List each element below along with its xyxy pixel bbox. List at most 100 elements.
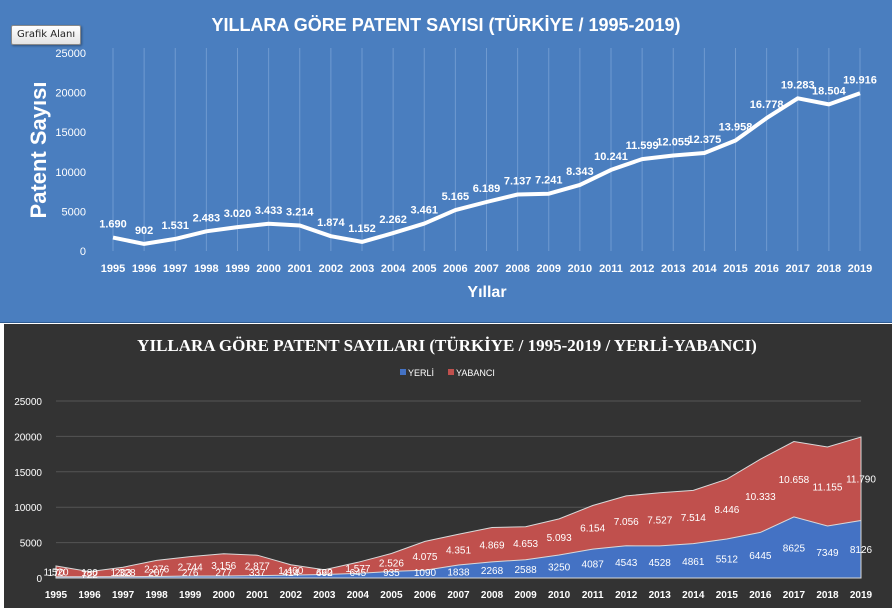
data-label-yerli: 4528: [649, 558, 672, 569]
data-label-yerli: 180: [81, 568, 98, 579]
data-label: 3.214: [286, 207, 314, 219]
x-tick-label: 2007: [447, 590, 470, 601]
x-tick-label: 1998: [194, 263, 218, 275]
data-label-yabanci: 4.653: [513, 539, 538, 550]
data-label: 13.958: [719, 121, 753, 133]
data-label: 3.433: [255, 205, 283, 217]
data-label-yerli: 935: [383, 568, 400, 579]
data-label-yabanci: 4.075: [412, 552, 437, 563]
x-tick-label: 2015: [716, 590, 739, 601]
data-label: 19.283: [781, 79, 815, 91]
data-label: 8.343: [566, 166, 594, 178]
y-tick-label: 25000: [55, 48, 86, 60]
x-tick-label: 2012: [615, 590, 638, 601]
x-tick-label: 2018: [816, 590, 839, 601]
y-tick-label: 5000: [62, 206, 86, 218]
x-tick-label: 2015: [723, 263, 747, 275]
data-label: 11.599: [626, 140, 659, 152]
x-tick-label: 2016: [749, 590, 772, 601]
x-tick-label: 2003: [350, 263, 374, 275]
x-tick-label: 2000: [256, 263, 280, 275]
area-yabanci: [55, 436, 862, 579]
data-label-yerli: 6445: [749, 551, 772, 562]
data-label-yerli: 207: [148, 568, 165, 579]
y-tick-label: 15000: [55, 127, 86, 139]
x-tick-label: 1999: [179, 590, 202, 601]
data-label: 2.262: [379, 214, 407, 226]
data-label: 902: [135, 225, 153, 237]
data-label-yabanci: 2.744: [178, 562, 203, 573]
legend-swatch-yabanci: [448, 369, 454, 375]
line-chart-svg: YILLARA GÖRE PATENT SAYISI (TÜRKİYE / 19…: [26, 15, 877, 301]
data-label-yabanci: 2.877: [245, 561, 270, 572]
x-tick-label: 2002: [319, 263, 343, 275]
data-label: 10.241: [594, 151, 628, 163]
data-label-yabanci: 7.527: [647, 515, 672, 526]
data-label-yerli: 203: [115, 568, 132, 579]
x-axis-label: Yıllar: [467, 284, 506, 301]
y-tick-label: 25000: [14, 397, 42, 408]
data-label-yabanci: 662: [316, 568, 333, 579]
data-label: 7.137: [504, 175, 532, 187]
x-tick-label: 2005: [412, 263, 436, 275]
x-tick-label: 2011: [582, 590, 604, 601]
data-label-yerli: 7349: [816, 548, 839, 559]
data-label-yabanci: 11.790: [846, 475, 876, 486]
patent-count-line-chart: YILLARA GÖRE PATENT SAYISI (TÜRKİYE / 19…: [0, 0, 892, 323]
data-label: 1.690: [99, 219, 127, 231]
x-tick-label: 2012: [630, 263, 654, 275]
data-label-yerli: 414: [282, 568, 299, 579]
y-axis-label: Patent Sayısı: [26, 82, 51, 219]
data-label-yabanci: 2.526: [379, 558, 404, 569]
data-label-yabanci: 11.155: [813, 482, 843, 493]
x-tick-label: 2004: [381, 263, 406, 275]
y-tick-label: 10000: [55, 167, 86, 179]
x-tick-label: 2018: [817, 263, 841, 275]
data-label-yerli: 490: [316, 568, 333, 579]
chart-area-tooltip: Grafik Alanı: [11, 25, 82, 45]
y-tick-label: 0: [36, 574, 42, 585]
data-label-yerli: 170: [48, 568, 65, 579]
x-tick-label: 2010: [548, 590, 571, 601]
y-tick-label: 20000: [55, 88, 86, 100]
data-label-yabanci: 10.658: [779, 475, 810, 486]
y-tick-label: 20000: [14, 432, 42, 443]
data-label-yabanci: 1.520: [43, 567, 68, 578]
data-label-yabanci: 7.514: [681, 513, 706, 524]
data-label-yabanci: 1.328: [111, 568, 136, 579]
data-label-yerli: 337: [249, 568, 266, 579]
x-tick-label: 2011: [599, 263, 623, 275]
legend: YERLİ YABANCI: [400, 368, 495, 378]
x-tick-label: 1996: [132, 263, 156, 275]
x-tick-label: 1995: [101, 263, 125, 275]
x-tick-label: 2013: [661, 263, 685, 275]
data-label-yabanci: 4.869: [480, 541, 505, 552]
data-label-yerli: 277: [215, 568, 232, 579]
series-line-patents: [112, 91, 861, 246]
data-label-yabanci: 6.154: [580, 523, 605, 534]
x-tick-label: 2001: [288, 263, 312, 275]
data-label: 1.874: [317, 217, 345, 229]
x-tick-label: 2006: [443, 263, 467, 275]
data-label-yerli: 5512: [716, 554, 739, 565]
x-tick-label: 2019: [850, 590, 873, 601]
x-tick-label: 2016: [754, 263, 778, 275]
data-label-yerli: 4861: [682, 557, 705, 568]
x-tick-label: 2003: [313, 590, 336, 601]
x-tick-label: 2000: [213, 590, 236, 601]
x-tick-label: 2017: [786, 263, 810, 275]
chart-title: YILLARA GÖRE PATENT SAYISI (TÜRKİYE / 19…: [211, 15, 680, 35]
x-tick-label: 2009: [537, 263, 561, 275]
data-label: 6.189: [473, 183, 501, 195]
patent-yerli-yabanci-area-chart: YILLARA GÖRE PATENT SAYILARI (TÜRKİYE / …: [4, 324, 892, 608]
data-label: 19.916: [843, 74, 877, 86]
data-label-yabanci: 10.333: [745, 492, 776, 503]
data-label-yabanci: 1.460: [278, 566, 303, 577]
y-tick-label: 10000: [14, 503, 42, 514]
data-label: 12.375: [688, 134, 722, 146]
data-label: 12.055: [656, 137, 690, 149]
x-tick-label: 1999: [225, 263, 249, 275]
data-label: 7.241: [535, 175, 563, 187]
data-label: 16.778: [750, 99, 784, 111]
data-label-yabanci: 7.056: [614, 517, 639, 528]
